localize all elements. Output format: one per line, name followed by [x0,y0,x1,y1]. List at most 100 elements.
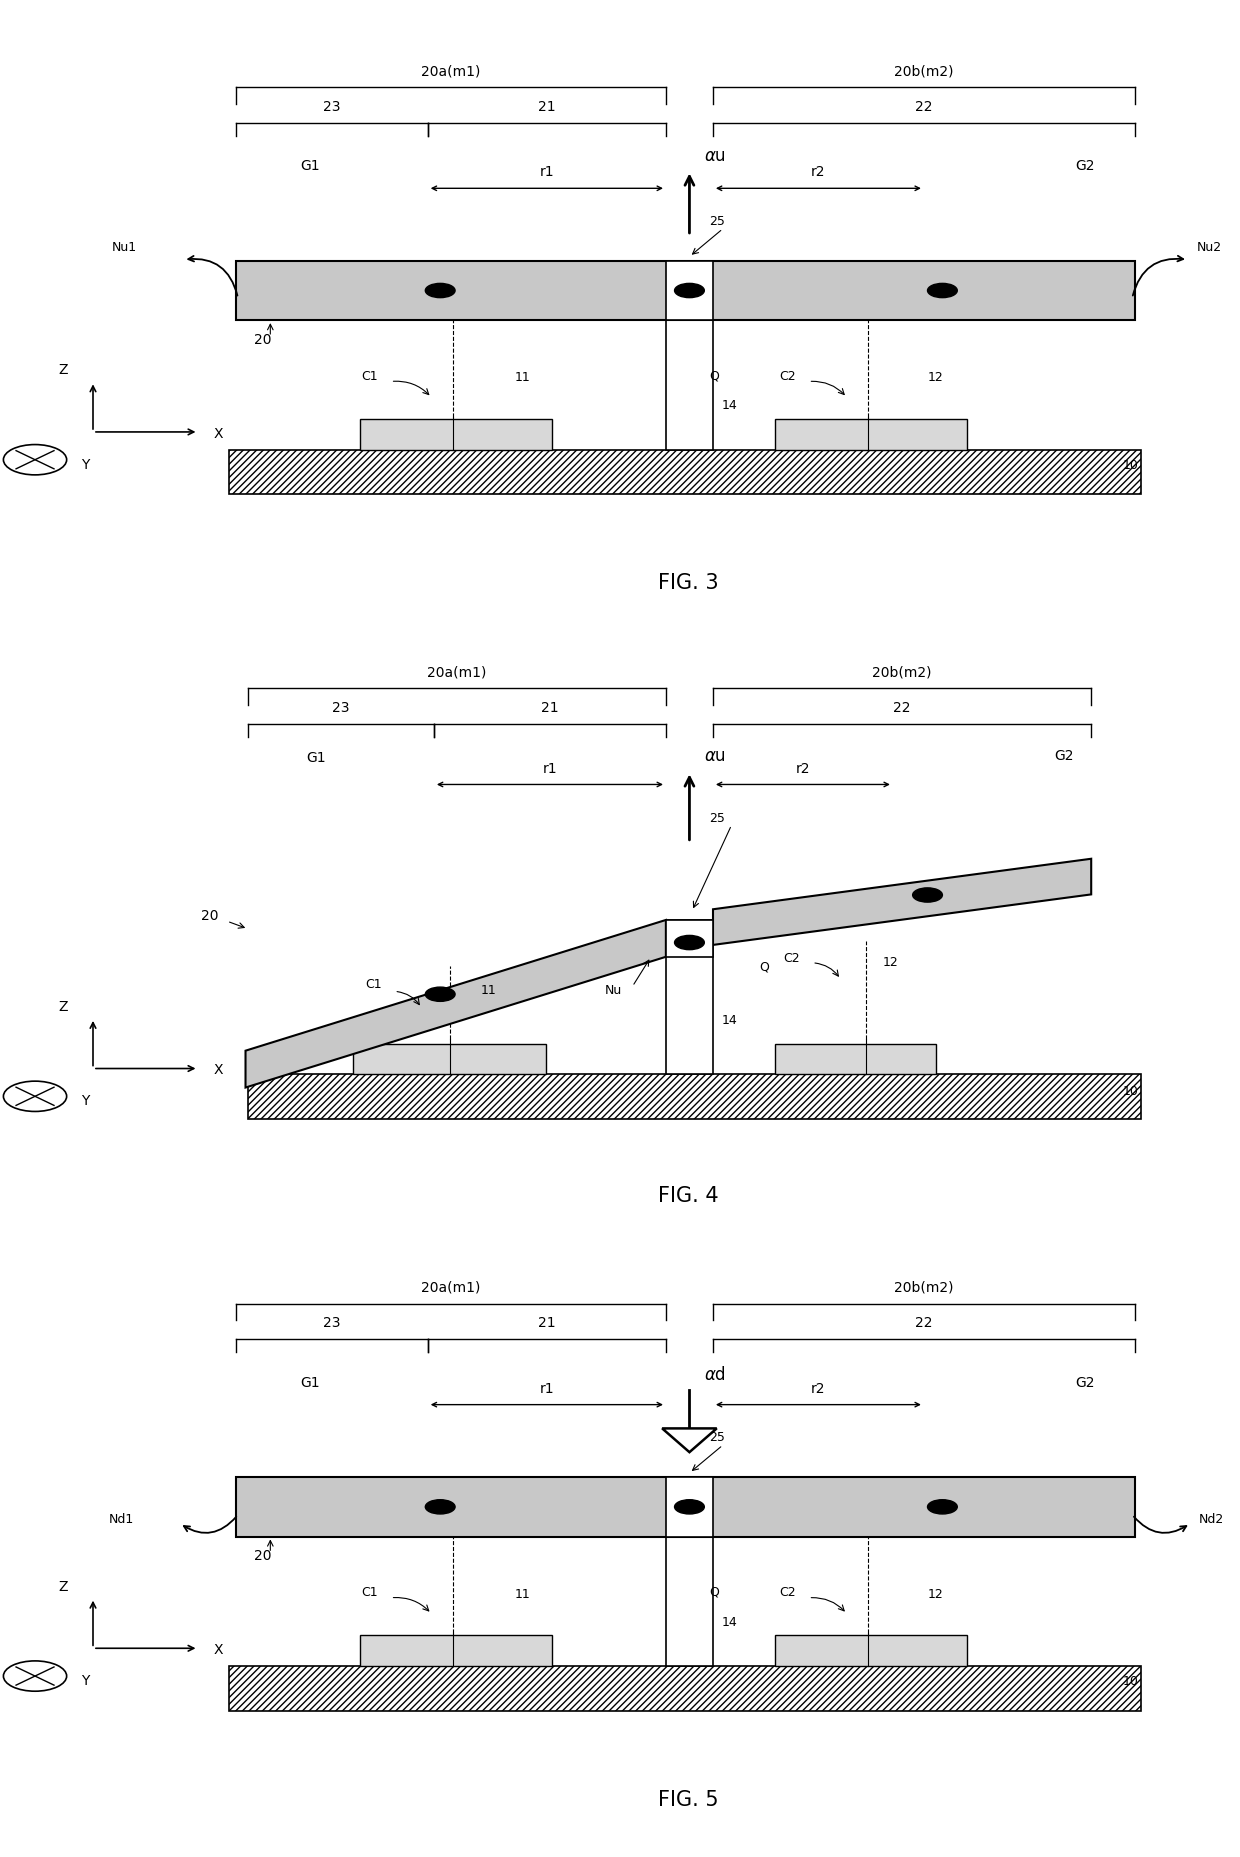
Text: 23: 23 [322,100,341,113]
Bar [360,420,552,449]
Text: 14: 14 [722,1014,738,1027]
Circle shape [425,284,455,297]
Text: X: X [213,1064,223,1077]
Text: r1: r1 [539,1382,554,1396]
Text: Y: Y [82,1673,91,1688]
Text: 25: 25 [709,215,725,228]
Text: 21: 21 [541,700,559,715]
Text: 20a(m1): 20a(m1) [422,1281,480,1294]
Text: 20: 20 [254,1549,272,1564]
Text: 11: 11 [515,371,531,384]
Circle shape [425,988,455,1001]
Bar [666,316,713,449]
Circle shape [675,284,704,297]
Text: Q: Q [709,370,719,383]
Bar [775,1044,936,1075]
Text: Nd2: Nd2 [1199,1513,1224,1526]
Bar [248,1075,1141,1120]
Text: 10: 10 [1122,1084,1138,1097]
Text: C1: C1 [362,1586,378,1599]
Text: G1: G1 [300,160,320,173]
Text: 20b(m2): 20b(m2) [894,1281,954,1294]
Text: C1: C1 [362,370,378,383]
Text: Q: Q [709,1586,719,1599]
Text: 23: 23 [332,700,350,715]
Text: C1: C1 [366,979,382,992]
Bar [666,919,713,1075]
Text: r2: r2 [811,1382,826,1396]
Text: Y: Y [82,1094,91,1109]
Bar [229,449,1141,494]
Text: Nu1: Nu1 [112,241,136,254]
Bar [236,260,1135,319]
Text: 20b(m2): 20b(m2) [873,665,931,680]
Text: 14: 14 [722,1616,738,1629]
Text: 14: 14 [722,399,738,412]
Text: G2: G2 [1054,748,1074,763]
Text: FIG. 3: FIG. 3 [658,574,718,594]
Bar [666,1532,713,1666]
Circle shape [675,936,704,949]
Text: C2: C2 [780,370,796,383]
Bar [360,1636,552,1666]
Polygon shape [246,919,666,1088]
Text: Q: Q [759,960,769,973]
Text: 25: 25 [709,812,725,825]
Bar [229,1666,1141,1710]
Text: $\alpha$u: $\alpha$u [704,748,727,765]
Circle shape [928,1500,957,1513]
Text: G2: G2 [1075,160,1095,173]
Text: X: X [213,427,223,440]
Polygon shape [662,1428,717,1452]
Text: 25: 25 [709,1432,725,1445]
Text: C2: C2 [780,1586,796,1599]
Text: Z: Z [58,1580,68,1593]
Text: 21: 21 [538,100,556,113]
Text: Nu2: Nu2 [1197,241,1221,254]
Text: C2: C2 [784,951,800,964]
Text: 20: 20 [201,908,218,923]
Text: $\alpha$u: $\alpha$u [704,147,727,165]
Text: Nd1: Nd1 [109,1513,134,1526]
Text: 11: 11 [481,984,497,997]
Text: 20a(m1): 20a(m1) [428,665,486,680]
Text: 22: 22 [915,1317,932,1330]
Text: 22: 22 [893,700,911,715]
Circle shape [425,1500,455,1513]
Text: 12: 12 [928,1588,944,1601]
Text: 12: 12 [928,371,944,384]
Text: r1: r1 [539,165,554,180]
Bar [666,1476,713,1536]
Text: G1: G1 [306,752,326,765]
Text: 11: 11 [515,1588,531,1601]
Text: 22: 22 [915,100,932,113]
Text: 10: 10 [1122,1675,1138,1688]
Text: G1: G1 [300,1376,320,1389]
Text: 20a(m1): 20a(m1) [422,65,480,78]
Text: 10: 10 [1122,459,1138,472]
Text: 20b(m2): 20b(m2) [894,65,954,78]
Text: FIG. 5: FIG. 5 [658,1790,718,1811]
Polygon shape [713,858,1091,945]
Text: Z: Z [58,364,68,377]
Bar [236,1476,1135,1536]
Circle shape [675,1500,704,1513]
Text: Z: Z [58,999,68,1014]
Text: r2: r2 [796,761,810,776]
Bar [775,1636,967,1666]
Text: 21: 21 [538,1317,556,1330]
Bar [666,919,713,956]
Text: 23: 23 [322,1317,341,1330]
Text: r2: r2 [811,165,826,180]
Text: $\alpha$d: $\alpha$d [704,1367,727,1383]
Bar [666,260,713,319]
Text: 12: 12 [883,956,899,969]
Text: 20: 20 [254,332,272,347]
Text: Nu: Nu [605,984,622,997]
Circle shape [913,888,942,903]
Text: FIG. 4: FIG. 4 [658,1187,718,1207]
Bar [775,420,967,449]
Text: Y: Y [82,457,91,472]
Circle shape [928,284,957,297]
Text: r1: r1 [543,761,557,776]
